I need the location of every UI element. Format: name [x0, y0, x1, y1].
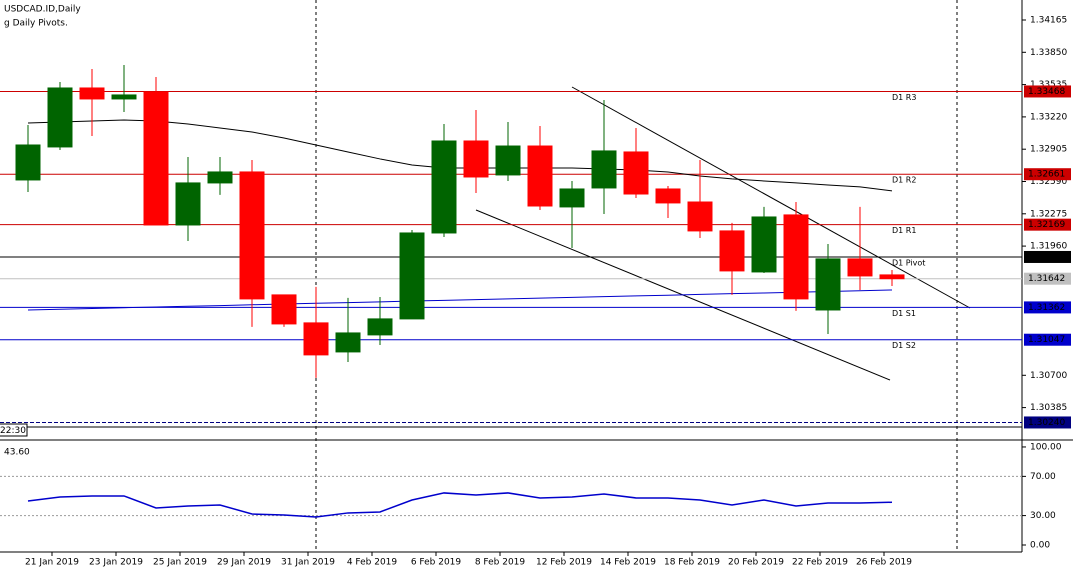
x-tick-label: 21 Jan 2019 [25, 558, 79, 568]
moving-average [27, 119, 893, 192]
x-tick-label: 22 Feb 2019 [792, 558, 848, 568]
x-tick-label: 23 Jan 2019 [89, 558, 143, 568]
y-tick-label: 1.33220 [1030, 112, 1067, 122]
price-box [1024, 250, 1071, 263]
x-tick-label: 26 Feb 2019 [856, 558, 912, 568]
x-tick-label: 25 Jan 2019 [153, 558, 207, 568]
rsi-tick-label: 0.00 [1030, 541, 1050, 551]
level-name: D1 S2 [892, 341, 916, 350]
price-box-label: 1.31362 [1028, 303, 1065, 313]
x-tick-label: 6 Feb 2019 [411, 558, 462, 568]
y-tick-label: 1.32275 [1030, 209, 1067, 219]
time-box [0, 423, 28, 437]
candle-body [431, 140, 457, 234]
candle-body [111, 94, 137, 100]
candle-body [719, 230, 745, 272]
x-tick-label: 20 Feb 2019 [728, 558, 784, 568]
y-tick-label: 1.30385 [1030, 403, 1067, 413]
candle-body [463, 140, 489, 178]
price-box-label: 1.30240 [1028, 418, 1065, 428]
y-tick-label: 1.32905 [1030, 145, 1067, 155]
price-box-label: 1.31047 [1028, 335, 1065, 345]
price-box [1024, 218, 1071, 231]
candle-body [559, 188, 585, 208]
candle-body [527, 145, 553, 207]
time-label: 22:30 [0, 426, 26, 436]
x-tick-label: 8 Feb 2019 [475, 558, 526, 568]
price-box [1024, 272, 1071, 285]
x-tick-label: 14 Feb 2019 [600, 558, 656, 568]
candle-body [815, 258, 841, 311]
x-tick-label: 31 Jan 2019 [281, 558, 335, 568]
candle-body [847, 258, 873, 277]
y-tick-label: 1.33850 [1030, 48, 1067, 58]
candle-body [15, 144, 41, 181]
x-tick-label: 4 Feb 2019 [347, 558, 398, 568]
y-tick-label: 1.33535 [1030, 80, 1067, 90]
rsi-value: 43.60 [4, 448, 30, 458]
rsi-tick-label: 100.00 [1030, 442, 1062, 452]
y-tick-label: 1.30700 [1030, 371, 1067, 381]
candle-body [239, 171, 265, 300]
trend-line[interactable] [571, 86, 971, 309]
price-box [1024, 301, 1071, 314]
price-box [1024, 85, 1071, 98]
rsi-tick-label: 70.00 [1030, 472, 1056, 482]
candle-body [207, 171, 233, 184]
candle-body [687, 201, 713, 232]
candle-body [143, 91, 169, 226]
candle-body [623, 151, 649, 195]
candle-body [591, 150, 617, 189]
candle-body [303, 322, 329, 356]
x-tick-label: 12 Feb 2019 [536, 558, 592, 568]
price-box-label: 1.32661 [1028, 170, 1065, 180]
candle-body [751, 216, 777, 273]
candle-body [271, 294, 297, 325]
candle-body [175, 182, 201, 226]
candle-body [335, 332, 361, 353]
price-box [1024, 333, 1071, 346]
price-box-label: 1.31642 [1028, 274, 1065, 284]
candle-body [655, 188, 681, 204]
chart-title: USDCAD.ID,Daily [4, 5, 81, 15]
price-box-label: 1.31854 [1028, 252, 1065, 262]
level-name: D1 R2 [892, 176, 916, 185]
candle-body [79, 87, 105, 100]
candle-body [783, 214, 809, 300]
candle-body [495, 145, 521, 176]
candle-body [399, 232, 425, 320]
level-name: D1 Pivot [892, 258, 925, 267]
rsi-line [27, 492, 893, 518]
candle-body [879, 274, 905, 280]
candle-body [47, 87, 73, 148]
price-box-label: 1.33468 [1028, 87, 1065, 97]
y-tick-label: 1.32590 [1030, 177, 1067, 187]
x-tick-label: 18 Feb 2019 [664, 558, 720, 568]
price-box-label: 1.32169 [1028, 220, 1065, 230]
level-name: D1 R1 [892, 226, 916, 235]
moving-average [27, 289, 893, 311]
y-tick-label: 1.34165 [1030, 15, 1067, 25]
rsi-tick-label: 30.00 [1030, 511, 1056, 521]
y-tick-label: 1.31960 [1030, 242, 1067, 252]
price-box [1024, 168, 1071, 181]
x-tick-label: 29 Jan 2019 [217, 558, 271, 568]
level-name: D1 S1 [892, 309, 916, 318]
indicator-name: g Daily Pivots. [4, 19, 68, 29]
price-box [1024, 416, 1071, 429]
level-name: D1 R3 [892, 93, 916, 102]
candle-body [367, 318, 393, 336]
